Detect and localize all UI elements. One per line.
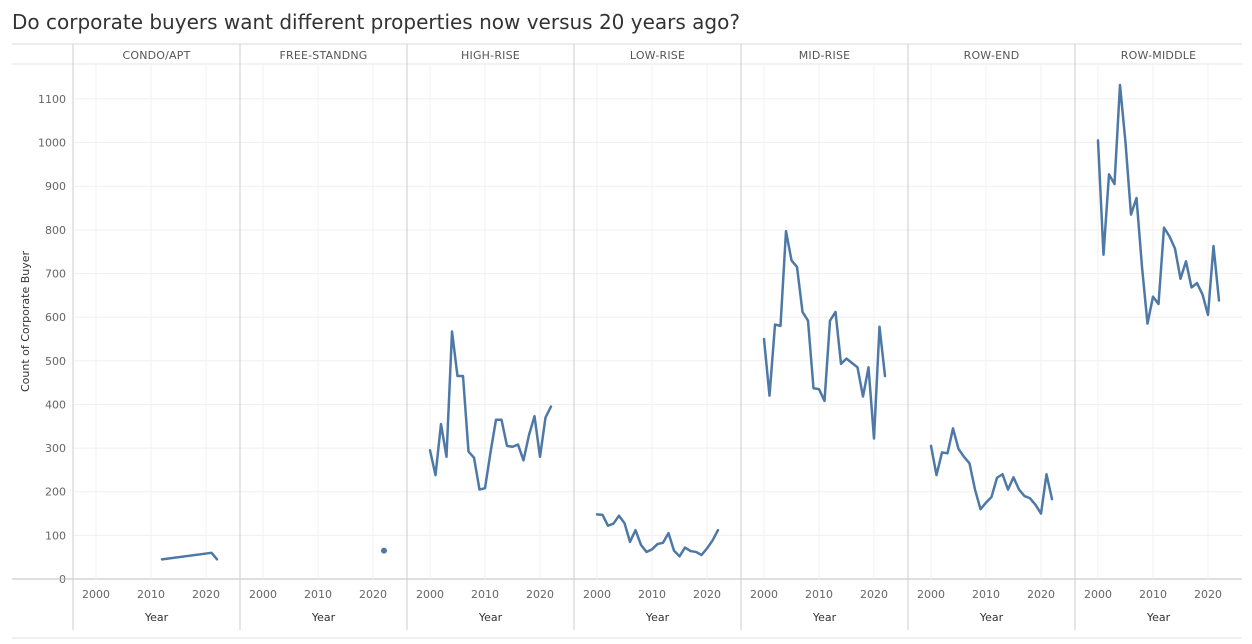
x-tick-label: 2010	[304, 588, 332, 601]
x-tick-label: 2000	[82, 588, 110, 601]
x-tick-label: 2020	[860, 588, 888, 601]
x-axis-title: Year	[144, 611, 169, 624]
x-tick-label: 2000	[583, 588, 611, 601]
x-tick-label: 2000	[750, 588, 778, 601]
y-tick-label: 500	[45, 355, 66, 368]
x-tick-label: 2020	[526, 588, 554, 601]
series-line	[595, 513, 720, 558]
panel-label: LOW-RISE	[630, 49, 685, 62]
series-line	[428, 330, 553, 491]
x-axis-title: Year	[812, 611, 837, 624]
chart-title: Do corporate buyers want different prope…	[12, 10, 740, 34]
x-tick-label: 2020	[1027, 588, 1055, 601]
panel-label: CONDO/APT	[122, 49, 190, 62]
x-tick-label: 2010	[137, 588, 165, 601]
panel-label: ROW-MIDDLE	[1121, 49, 1196, 62]
x-axis-title: Year	[478, 611, 503, 624]
x-axis-title: Year	[645, 611, 670, 624]
y-tick-label: 200	[45, 486, 66, 499]
x-tick-label: 2000	[416, 588, 444, 601]
y-tick-label: 900	[45, 180, 66, 193]
panel-label: MID-RISE	[799, 49, 851, 62]
y-axis-title: Count of Corporate Buyer	[19, 250, 32, 392]
x-tick-label: 2000	[917, 588, 945, 601]
x-tick-label: 2020	[1194, 588, 1222, 601]
series-line	[762, 229, 887, 440]
y-tick-label: 800	[45, 224, 66, 237]
y-tick-label: 1000	[38, 137, 66, 150]
x-axis-title: Year	[311, 611, 336, 624]
x-tick-label: 2000	[249, 588, 277, 601]
y-tick-label: 400	[45, 398, 66, 411]
x-axis-title: Year	[1146, 611, 1171, 624]
x-tick-label: 2010	[1139, 588, 1167, 601]
series-line	[929, 427, 1054, 515]
x-tick-label: 2020	[192, 588, 220, 601]
series-line	[1096, 83, 1221, 325]
y-tick-label: 100	[45, 529, 66, 542]
y-tick-label: 300	[45, 442, 66, 455]
y-tick-label: 600	[45, 311, 66, 324]
x-tick-label: 2020	[359, 588, 387, 601]
x-tick-label: 2010	[638, 588, 666, 601]
x-tick-label: 2020	[693, 588, 721, 601]
y-tick-label: 1100	[38, 93, 66, 106]
x-tick-label: 2010	[805, 588, 833, 601]
panel-label: HIGH-RISE	[461, 49, 520, 62]
x-tick-label: 2010	[471, 588, 499, 601]
panel-label: ROW-END	[964, 49, 1020, 62]
series-line	[160, 551, 219, 561]
x-tick-label: 2000	[1084, 588, 1112, 601]
data-point	[381, 547, 387, 554]
y-tick-label: 700	[45, 267, 66, 280]
x-axis-title: Year	[979, 611, 1004, 624]
x-tick-label: 2010	[972, 588, 1000, 601]
panel-label: FREE-STANDNG	[279, 49, 367, 62]
